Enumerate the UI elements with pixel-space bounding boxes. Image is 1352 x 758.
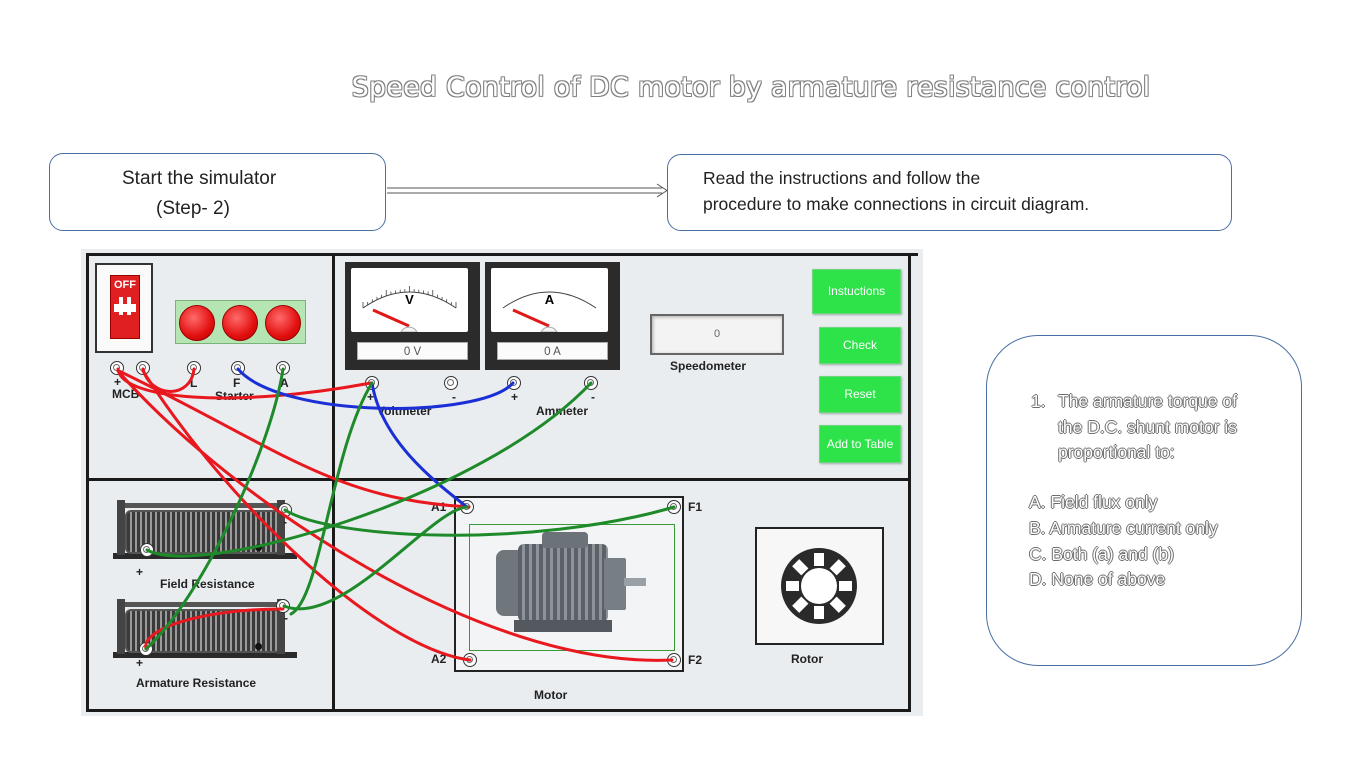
motor-label: Motor (534, 688, 568, 702)
ammeter: A 0 A (485, 262, 620, 370)
rotor-label: Rotor (791, 652, 823, 666)
starter-terminal-l[interactable] (187, 361, 201, 375)
voltmeter-symbol: V (405, 292, 414, 307)
check-button[interactable]: Check (819, 327, 901, 364)
rotor-slot (786, 581, 799, 591)
armature-resistance-rheostat (107, 599, 297, 661)
mcb-terminal-minus[interactable] (136, 361, 150, 375)
field-resistance-plus-sign: + (136, 565, 144, 579)
ammeter-terminal-minus[interactable] (584, 376, 598, 390)
mcb-switch[interactable]: OFF (95, 263, 153, 353)
rotor-gear-icon (781, 548, 857, 624)
rotor-slot (829, 596, 846, 613)
page-title: Speed Control of DC motor by armature re… (351, 72, 1151, 103)
rotor-slot (839, 581, 852, 591)
field-resistance-rheostat (107, 500, 297, 562)
ammeter-plus-sign: + (511, 390, 519, 404)
ammeter-scale-icon (502, 291, 597, 332)
rotor-box (755, 527, 884, 645)
motor-icon (484, 526, 654, 641)
armature-resistance-terminal-bottom[interactable] (139, 642, 153, 656)
voltmeter-label: Voltmeter (377, 404, 432, 418)
speedometer-label: Speedometer (670, 359, 747, 373)
quiz-option-b[interactable]: B. Armature current only (1029, 517, 1218, 538)
ammeter-reading: 0 A (497, 342, 608, 360)
ammeter-minus-sign: - (591, 390, 595, 404)
starter-terminal-f-label: F (233, 376, 241, 390)
field-resistance-terminal-bottom[interactable] (140, 543, 154, 557)
quiz-question-text: The armature torque of the D.C. shunt mo… (1058, 391, 1237, 462)
simulator-panel: OFF + MCB L F A Starter V 0 V (81, 249, 923, 716)
rotor-slot (814, 553, 824, 566)
field-resistance-label: Field Resistance (160, 577, 255, 591)
instruction-line2: procedure to make connections in circuit… (703, 194, 1090, 214)
quiz-question: 1. The armature torque of the D.C. shunt… (1031, 389, 1261, 466)
speedometer-display: 0 (650, 314, 784, 355)
mcb-terminal-plus[interactable] (110, 361, 124, 375)
rotor-slot (792, 559, 809, 576)
wire-red (141, 367, 196, 393)
motor-terminal-a2[interactable] (463, 653, 477, 667)
voltmeter: V 0 V (345, 262, 480, 370)
wire-green (282, 505, 469, 611)
starter-terminal-a[interactable] (276, 361, 290, 375)
step-callout-line1: Start the simulator (122, 168, 277, 189)
starter-lamp-3 (265, 305, 301, 341)
armature-resistance-label: Armature Resistance (136, 676, 257, 690)
motor-terminal-a2-label: A2 (431, 652, 447, 666)
motor-terminal-f1[interactable] (667, 500, 681, 514)
voltmeter-terminal-minus[interactable] (444, 376, 458, 390)
rotor-slot (814, 606, 824, 619)
wire-red (117, 369, 471, 509)
mcb-label: MCB (112, 387, 140, 401)
motor-terminal-a1[interactable] (460, 500, 474, 514)
motor-terminal-f2[interactable] (667, 653, 681, 667)
field-resistance-minus-sign: - (283, 515, 287, 529)
mcb-state-label: OFF (114, 279, 136, 291)
voltmeter-scale-icon (362, 286, 457, 332)
step-callout: Start the simulator (Step- 2) (49, 153, 386, 231)
speedometer-value: 0 (713, 328, 721, 340)
rotor-slot (829, 559, 846, 576)
motor-box (454, 496, 684, 672)
rotor-slot (792, 596, 809, 613)
voltmeter-terminal-plus[interactable] (365, 376, 379, 390)
ammeter-terminal-plus[interactable] (507, 376, 521, 390)
starter-lamp-panel (175, 300, 306, 344)
ammeter-label: Ammeter (536, 404, 589, 418)
starter-terminal-f[interactable] (231, 361, 245, 375)
starter-terminal-l-label: L (190, 376, 198, 390)
motor-terminal-a1-label: A1 (431, 500, 447, 514)
quiz-option-d[interactable]: D. None of above (1029, 569, 1166, 590)
instruction-callout: Read the instructions and follow the pro… (667, 154, 1232, 231)
quiz-option-a[interactable]: A. Field flux only (1029, 492, 1158, 512)
quiz-options: A. Field flux only B. Armature current o… (1029, 490, 1218, 593)
starter-lamp-1 (179, 305, 215, 341)
quiz-card: 1. The armature torque of the D.C. shunt… (986, 335, 1302, 666)
ammeter-symbol: A (544, 292, 555, 307)
voltmeter-minus-sign: - (452, 390, 456, 404)
motor-terminal-f1-label: F1 (688, 500, 703, 514)
add-to-table-button[interactable]: Add to Table (819, 425, 901, 463)
armature-resistance-minus-sign: - (284, 611, 288, 625)
quiz-option-c[interactable]: C. Both (a) and (b) (1029, 543, 1174, 564)
quiz-question-number: 1. (1031, 391, 1046, 411)
instruction-line1: Read the instructions and follow the (703, 168, 981, 188)
starter-label: Starter (215, 389, 254, 403)
starter-terminal-a-label: A (280, 376, 289, 390)
armature-resistance-plus-sign: + (136, 656, 144, 670)
reset-button[interactable]: Reset (819, 376, 901, 413)
starter-lamp-2 (222, 305, 258, 341)
motor-terminal-f2-label: F2 (688, 653, 703, 667)
voltmeter-plus-sign: + (367, 390, 375, 404)
step-callout-line2: (Step- 2) (156, 198, 230, 219)
voltmeter-reading: 0 V (357, 342, 468, 360)
instructions-button[interactable]: Instuctions (812, 269, 901, 314)
